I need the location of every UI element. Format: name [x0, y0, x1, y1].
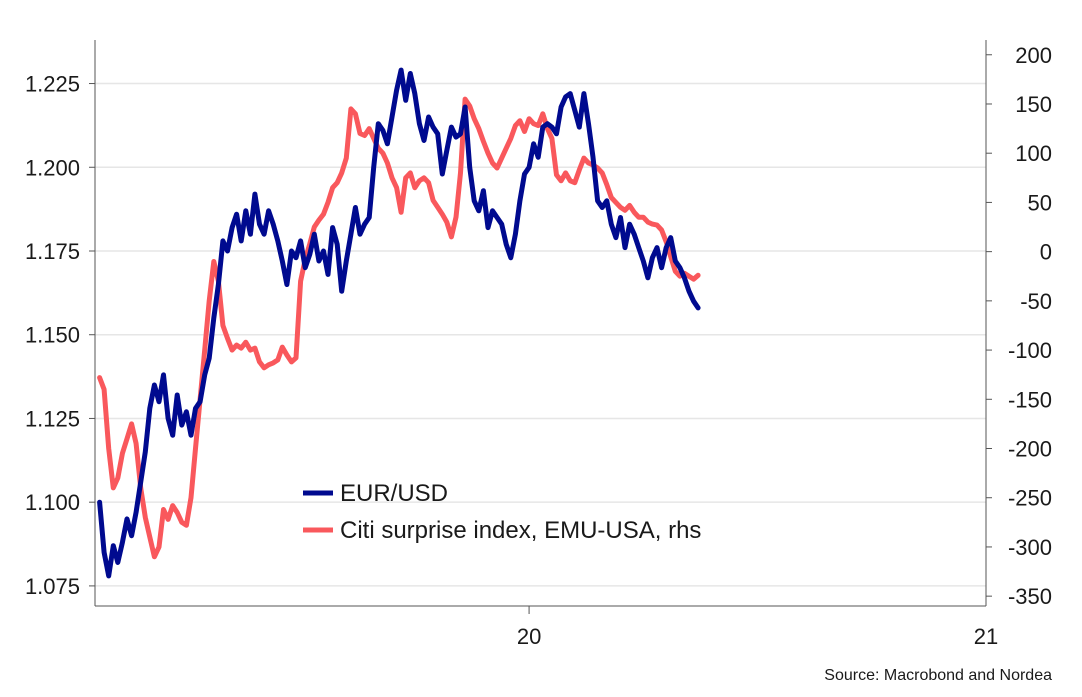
legend-label-eurusd: EUR/USD — [340, 480, 448, 507]
left-tick-label: 1.125 — [25, 406, 80, 431]
x-axis-ticks: 20 21 — [517, 606, 998, 649]
left-tick-label: 1.075 — [25, 574, 80, 599]
right-tick-label: -150 — [1008, 387, 1052, 412]
right-tick-label: -300 — [1008, 535, 1052, 560]
right-tick-label: 100 — [1015, 141, 1052, 166]
right-tick-label: 0 — [1040, 240, 1052, 265]
source-note: Source: Macrobond and Nordea — [824, 667, 1052, 684]
legend-label-citi: Citi surprise index, EMU-USA, rhs — [340, 517, 701, 544]
x-tick-label: 20 — [517, 624, 541, 649]
right-tick-label: 200 — [1015, 43, 1052, 68]
right-tick-label: 150 — [1015, 92, 1052, 117]
right-axis-ticks: 200 150 100 50 0 -50 -100 -150 -200 -250 -300 -350 — [986, 43, 1052, 609]
left-tick-label: 1.225 — [25, 72, 80, 97]
right-tick-label: 50 — [1028, 190, 1052, 215]
legend: EUR/USD Citi surprise index, EMU-USA, rh… — [303, 480, 701, 544]
left-tick-label: 1.150 — [25, 323, 80, 348]
series-line-eurusd — [97, 67, 701, 579]
series-group — [97, 67, 701, 579]
series-line-citi-surprise — [97, 96, 701, 560]
right-tick-label: -350 — [1008, 584, 1052, 609]
left-tick-label: 1.200 — [25, 155, 80, 180]
left-axis-ticks: 1.075 1.100 1.125 1.150 1.175 1.200 1.225 — [25, 72, 95, 599]
left-tick-label: 1.175 — [25, 239, 80, 264]
right-tick-label: -200 — [1008, 437, 1052, 462]
right-tick-label: -50 — [1020, 289, 1052, 314]
right-tick-label: -250 — [1008, 486, 1052, 511]
x-tick-label: 21 — [974, 624, 998, 649]
right-tick-label: -100 — [1008, 338, 1052, 363]
left-tick-label: 1.100 — [25, 490, 80, 515]
gridlines — [95, 82, 986, 587]
